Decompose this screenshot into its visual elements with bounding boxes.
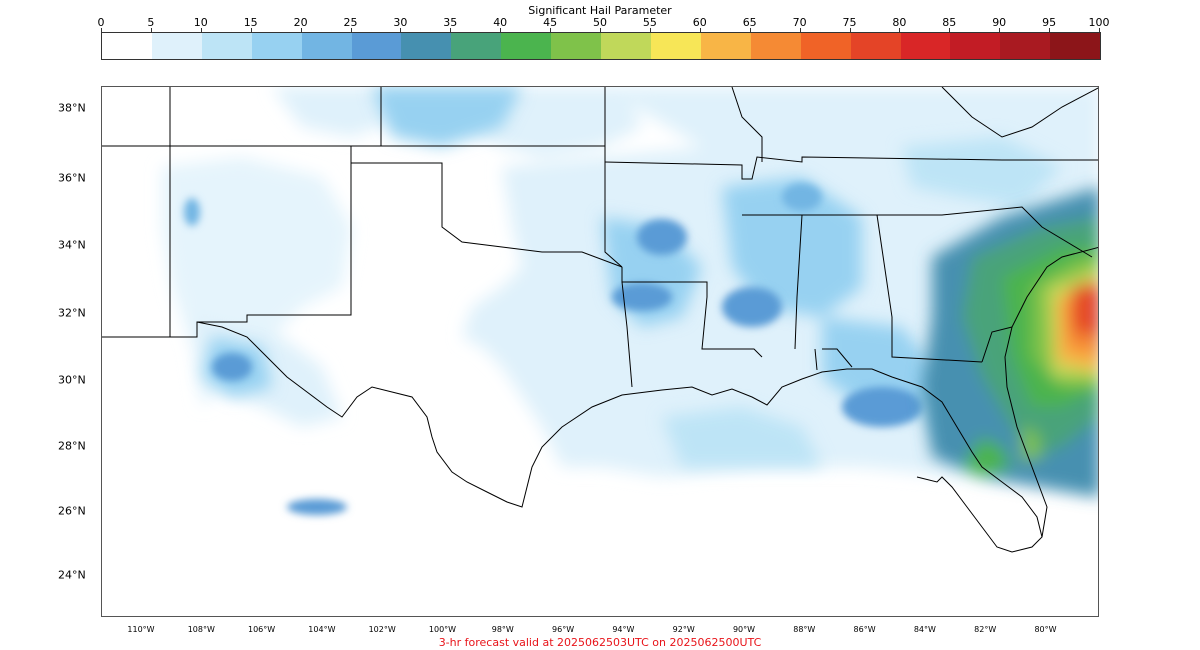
latitude-label: 30°N	[58, 373, 86, 387]
longitude-label: 84°W	[913, 625, 936, 634]
colorbar-swatch	[750, 33, 801, 59]
latitude-label: 36°N	[58, 171, 86, 185]
colorbar-swatch	[1050, 33, 1101, 59]
latitude-label: 34°N	[58, 238, 86, 252]
colorbar-tick-label: 100	[1088, 16, 1110, 29]
colorbar-tick-mark	[500, 28, 502, 32]
colorbar-tick-label: 70	[792, 16, 807, 29]
colorbar-swatch	[351, 33, 402, 59]
longitude-label: 100°W	[428, 625, 457, 634]
colorbar-tick-label: 75	[842, 16, 857, 29]
longitude-label: 108°W	[187, 625, 215, 634]
longitude-label: 86°W	[853, 625, 876, 634]
colorbar-swatch	[900, 33, 951, 59]
colorbar-tick-mark	[899, 28, 901, 32]
colorbar-swatch	[102, 33, 152, 59]
colorbar-swatch	[601, 33, 651, 59]
longitude-label: 98°W	[491, 625, 514, 634]
latitude-label: 28°N	[58, 439, 86, 453]
colorbar-tick-label: 20	[293, 16, 308, 29]
longitude-label: 96°W	[552, 625, 575, 634]
longitude-label: 110°W	[127, 625, 155, 634]
colorbar-swatch	[1000, 33, 1051, 59]
colorbar-tick-mark	[1099, 28, 1100, 32]
colorbar-tick-mark	[300, 28, 302, 32]
map-canvas	[102, 87, 1098, 553]
colorbar-tick-mark	[649, 28, 651, 32]
colorbar-tick-mark	[250, 28, 252, 32]
longitude-label: 80°W	[1034, 625, 1057, 634]
colorbar-swatch	[650, 33, 701, 59]
colorbar-swatch	[501, 33, 552, 59]
colorbar-tick-mark	[350, 28, 352, 32]
latitude-label: 26°N	[58, 504, 86, 518]
colorbar-tick-mark	[999, 28, 1001, 32]
colorbar-tick-mark	[600, 28, 601, 32]
colorbar-tick-mark	[1049, 28, 1051, 32]
colorbar-tick-mark	[849, 28, 851, 32]
colorbar-tick-label: 90	[992, 16, 1007, 29]
colorbar-tick-mark	[949, 28, 951, 32]
colorbar-swatch	[301, 33, 352, 59]
colorbar-swatch	[800, 33, 851, 59]
colorbar-tick-mark	[799, 28, 801, 32]
colorbar-swatch	[201, 33, 252, 59]
colorbar-swatch	[401, 33, 452, 59]
coastline	[196, 247, 1098, 553]
colorbar-tick-label: 95	[1042, 16, 1057, 29]
latitude-label: 24°N	[58, 568, 86, 582]
colorbar-tick-label: 10	[193, 16, 208, 29]
colorbar-tick-label: 35	[443, 16, 458, 29]
colorbar-swatch	[700, 33, 751, 59]
colorbar-swatch	[850, 33, 901, 59]
latitude-label: 32°N	[58, 306, 86, 320]
longitude-label: 92°W	[672, 625, 695, 634]
longitude-label: 102°W	[368, 625, 396, 634]
forecast-caption: 3-hr forecast valid at 2025062503UTC on …	[438, 636, 762, 649]
hail-field-dark	[184, 183, 922, 515]
longitude-label: 94°W	[612, 625, 635, 634]
hail-field-strong	[922, 187, 1098, 497]
colorbar-tick-label: 60	[692, 16, 707, 29]
colorbar-tick-mark	[699, 28, 701, 32]
colorbar-tick-mark	[749, 28, 751, 32]
colorbar-tick-mark	[200, 28, 202, 32]
colorbar-swatch	[151, 33, 202, 59]
longitude-label: 88°W	[793, 625, 816, 634]
colorbar-tick-mark	[101, 28, 102, 32]
colorbar-tick-label: 0	[97, 16, 105, 29]
colorbar-tick-label: 25	[343, 16, 358, 29]
colorbar-tick-label: 55	[642, 16, 657, 29]
longitude-label: 90°W	[732, 625, 756, 634]
colorbar-tick-label: 50	[593, 16, 607, 29]
longitude-label: 106°W	[248, 625, 276, 634]
map-frame	[101, 86, 1099, 617]
longitude-label: 104°W	[308, 625, 336, 634]
colorbar-tick-label: 85	[942, 16, 957, 29]
colorbar-tick-mark	[400, 28, 402, 32]
colorbar-swatch	[551, 33, 602, 59]
latitude-label: 38°N	[58, 101, 86, 115]
colorbar-tick-mark	[150, 28, 152, 32]
colorbar-tick-label: 65	[742, 16, 757, 29]
colorbar-tick-mark	[550, 28, 552, 32]
colorbar-tick-label: 5	[147, 16, 155, 29]
colorbar-swatch	[451, 33, 502, 59]
colorbar-swatch	[950, 33, 1001, 59]
colorbar-tick-label: 80	[892, 16, 907, 29]
colorbar-tick-label: 30	[393, 16, 408, 29]
colorbar-tick-label: 45	[543, 16, 558, 29]
colorbar-swatch	[251, 33, 302, 59]
colorbar-tick-mark	[450, 28, 452, 32]
colorbar	[101, 32, 1101, 60]
longitude-label: 82°W	[974, 625, 997, 634]
state-boundaries	[102, 87, 1098, 388]
colorbar-tick-label: 15	[243, 16, 258, 29]
colorbar-tick-label: 40	[493, 16, 508, 29]
colorbar-title: Significant Hail Parameter	[528, 4, 672, 17]
